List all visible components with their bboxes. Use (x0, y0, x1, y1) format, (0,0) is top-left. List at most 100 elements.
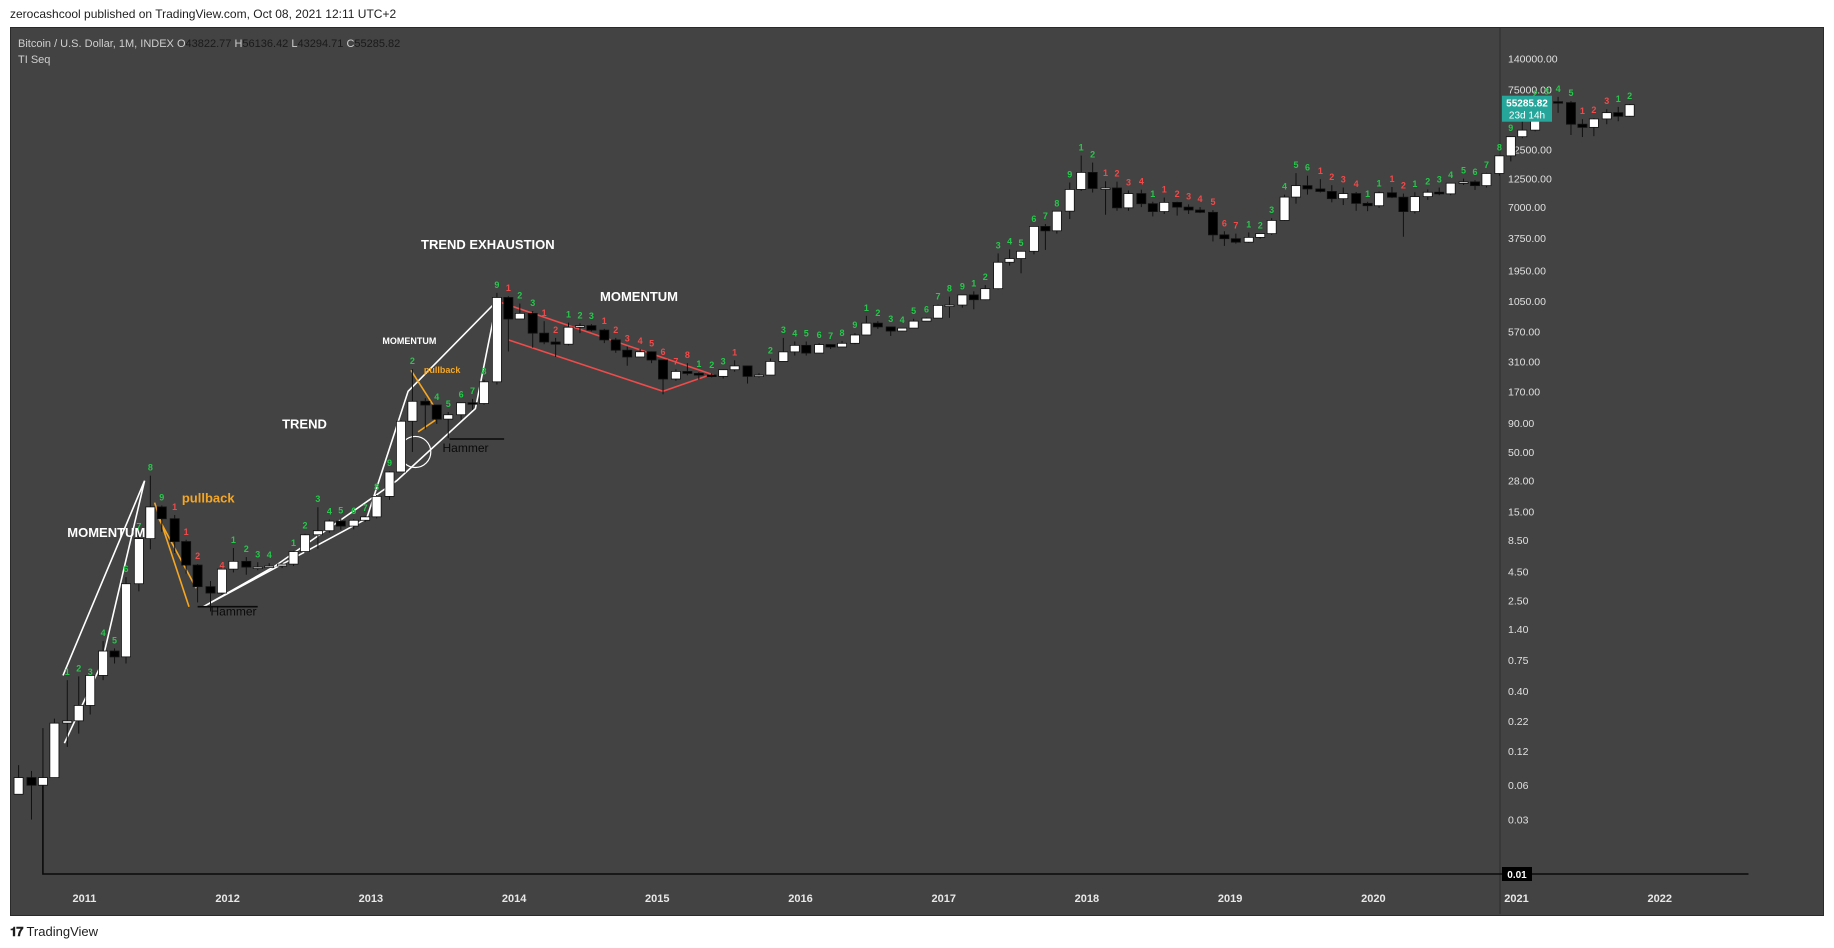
y-tick-label: 1950.00 (1508, 265, 1546, 277)
y-tick-label: 50.00 (1508, 447, 1534, 459)
td-seq-count: 4 (638, 336, 643, 346)
td-seq-count: 5 (1210, 197, 1215, 207)
x-tick-label: 2022 (1648, 893, 1672, 905)
y-tick-label: 7000.00 (1508, 202, 1546, 214)
candle-body (718, 369, 729, 377)
td-seq-count: 1 (566, 310, 571, 320)
td-seq-count: 2 (303, 521, 308, 531)
td-seq-count: 7 (828, 331, 833, 341)
td-seq-count: 4 (434, 392, 439, 402)
td-seq-count: 2 (1425, 176, 1430, 186)
candle-body (1362, 202, 1373, 207)
candle-body (1051, 210, 1062, 232)
y-tick-label: 310.00 (1508, 357, 1540, 369)
tradingview-logo[interactable]: 𝟏𝟕 TradingView (10, 924, 98, 940)
y-tick-label: 0.12 (1508, 746, 1529, 758)
y-tick-label: 75000.00 (1508, 85, 1552, 97)
symbol-row: Bitcoin / U.S. Dollar, 1M, INDEX O43822.… (18, 36, 400, 52)
candle-body (1159, 201, 1170, 212)
candle-body (1553, 101, 1564, 104)
td-seq-count: 6 (661, 347, 666, 357)
td-seq-count: 5 (338, 506, 343, 516)
candle-body (563, 326, 574, 345)
candle-body (658, 359, 668, 380)
td-seq-count: 9 (960, 281, 965, 291)
td-seq-count: 1 (1162, 184, 1167, 194)
td-seq-count: 3 (1186, 191, 1191, 201)
td-seq-count: 3 (589, 311, 594, 321)
td-seq-count: 1 (65, 667, 70, 677)
td-seq-count: 8 (947, 284, 952, 294)
candle-body (1434, 191, 1445, 195)
td-seq-count: 6 (459, 389, 464, 399)
x-tick-label: 2013 (359, 893, 383, 905)
last-price-value: 55285.82 (1506, 99, 1548, 110)
x-tick-label: 2020 (1361, 893, 1385, 905)
open-value: 43822.77 (185, 38, 232, 50)
candle-body (420, 400, 431, 406)
candle-body (1279, 196, 1290, 221)
candle-body (908, 320, 919, 329)
candle-body (1409, 196, 1420, 212)
brand-name: TradingView (26, 924, 99, 939)
candle-body (1613, 112, 1624, 117)
annotation-label: pullback (424, 365, 462, 375)
td-seq-count: 1 (506, 283, 511, 293)
low-label: L (291, 38, 298, 50)
candle-body (324, 520, 335, 532)
chart-pane[interactable] (10, 27, 1824, 916)
candle-body (921, 317, 932, 322)
candle-body (503, 297, 514, 320)
td-seq-count: 6 (351, 506, 356, 516)
y-tick-label: 2.50 (1508, 595, 1529, 607)
candle-body (85, 675, 96, 706)
candle-body (109, 650, 120, 658)
candle-body (1076, 172, 1087, 190)
y-tick-label: 4.50 (1508, 566, 1529, 578)
td-seq-count: 7 (1233, 221, 1238, 231)
trendline-9 (42, 785, 1749, 875)
candle-body (1004, 258, 1015, 263)
indicator-name[interactable]: TI Seq (18, 54, 51, 66)
candle-body (1016, 250, 1026, 259)
candle-body (1445, 182, 1456, 195)
candle-body (1398, 196, 1409, 212)
td-seq-count: 6 (1473, 167, 1478, 177)
td-seq-count: 8 (482, 367, 487, 377)
td-seq-count: 2 (1114, 169, 1119, 179)
candle-body (1601, 112, 1612, 120)
td-seq-count: 2 (768, 345, 773, 355)
td-seq-count: 7 (470, 386, 475, 396)
td-seq-count: 7 (1043, 211, 1048, 221)
candle-body (872, 322, 883, 328)
td-seq-count: 4 (267, 550, 272, 560)
y-tick-label: 1.40 (1508, 624, 1529, 636)
candle-body (1064, 189, 1075, 212)
td-seq-count: 2 (1258, 221, 1263, 231)
candle-body (789, 344, 800, 353)
candle-body (1112, 187, 1122, 209)
trendline-5 (417, 419, 436, 433)
candle-body (205, 586, 216, 594)
candle-body (1291, 185, 1301, 198)
td-seq-count: 4 (1282, 182, 1287, 192)
bar-countdown: 23d 14h (1509, 111, 1545, 122)
candle-body (443, 414, 454, 420)
x-tick-label: 2016 (788, 893, 812, 905)
candle-body (1422, 191, 1433, 198)
td-seq-count: 1 (231, 535, 236, 545)
td-seq-count: 1 (1580, 106, 1585, 116)
candle-body (241, 560, 252, 568)
low-price-value: 0.01 (1507, 870, 1527, 881)
td-seq-count: 6 (817, 330, 822, 340)
candle-body (575, 325, 585, 328)
y-tick-label: 22500.00 (1508, 144, 1552, 156)
candle-body (1351, 193, 1362, 204)
td-seq-count: 5 (804, 328, 809, 338)
td-seq-count: 1 (1150, 189, 1155, 199)
candle-body (49, 722, 60, 778)
td-seq-count: 2 (1175, 189, 1180, 199)
x-tick-label: 2015 (645, 893, 669, 905)
td-seq-count: 2 (1401, 181, 1406, 191)
